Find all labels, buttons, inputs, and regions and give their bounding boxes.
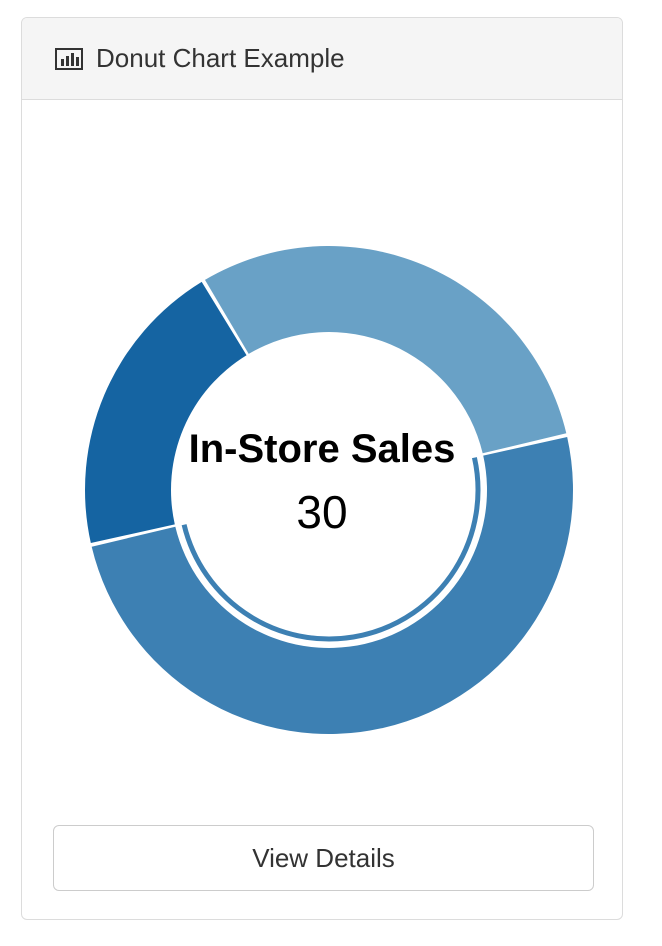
donut-slice-1[interactable]	[84, 281, 247, 544]
donut-chart-svg	[84, 246, 573, 734]
donut-slice-0[interactable]	[91, 436, 573, 734]
panel-title: Donut Chart Example	[96, 43, 345, 73]
donut-slice-0-highlight	[181, 457, 481, 642]
bar-chart-icon	[55, 47, 83, 70]
donut-center-value: 30	[296, 486, 348, 538]
donut-center-label: In-Store Sales	[188, 427, 456, 471]
donut-slice-2[interactable]	[204, 246, 567, 454]
donut-chart-panel: Donut Chart Example In-Store Sales 30 Vi…	[21, 17, 623, 920]
view-details-button[interactable]: View Details	[53, 825, 594, 891]
panel-heading: Donut Chart Example	[22, 18, 622, 100]
donut-chart: In-Store Sales 30	[22, 100, 622, 780]
